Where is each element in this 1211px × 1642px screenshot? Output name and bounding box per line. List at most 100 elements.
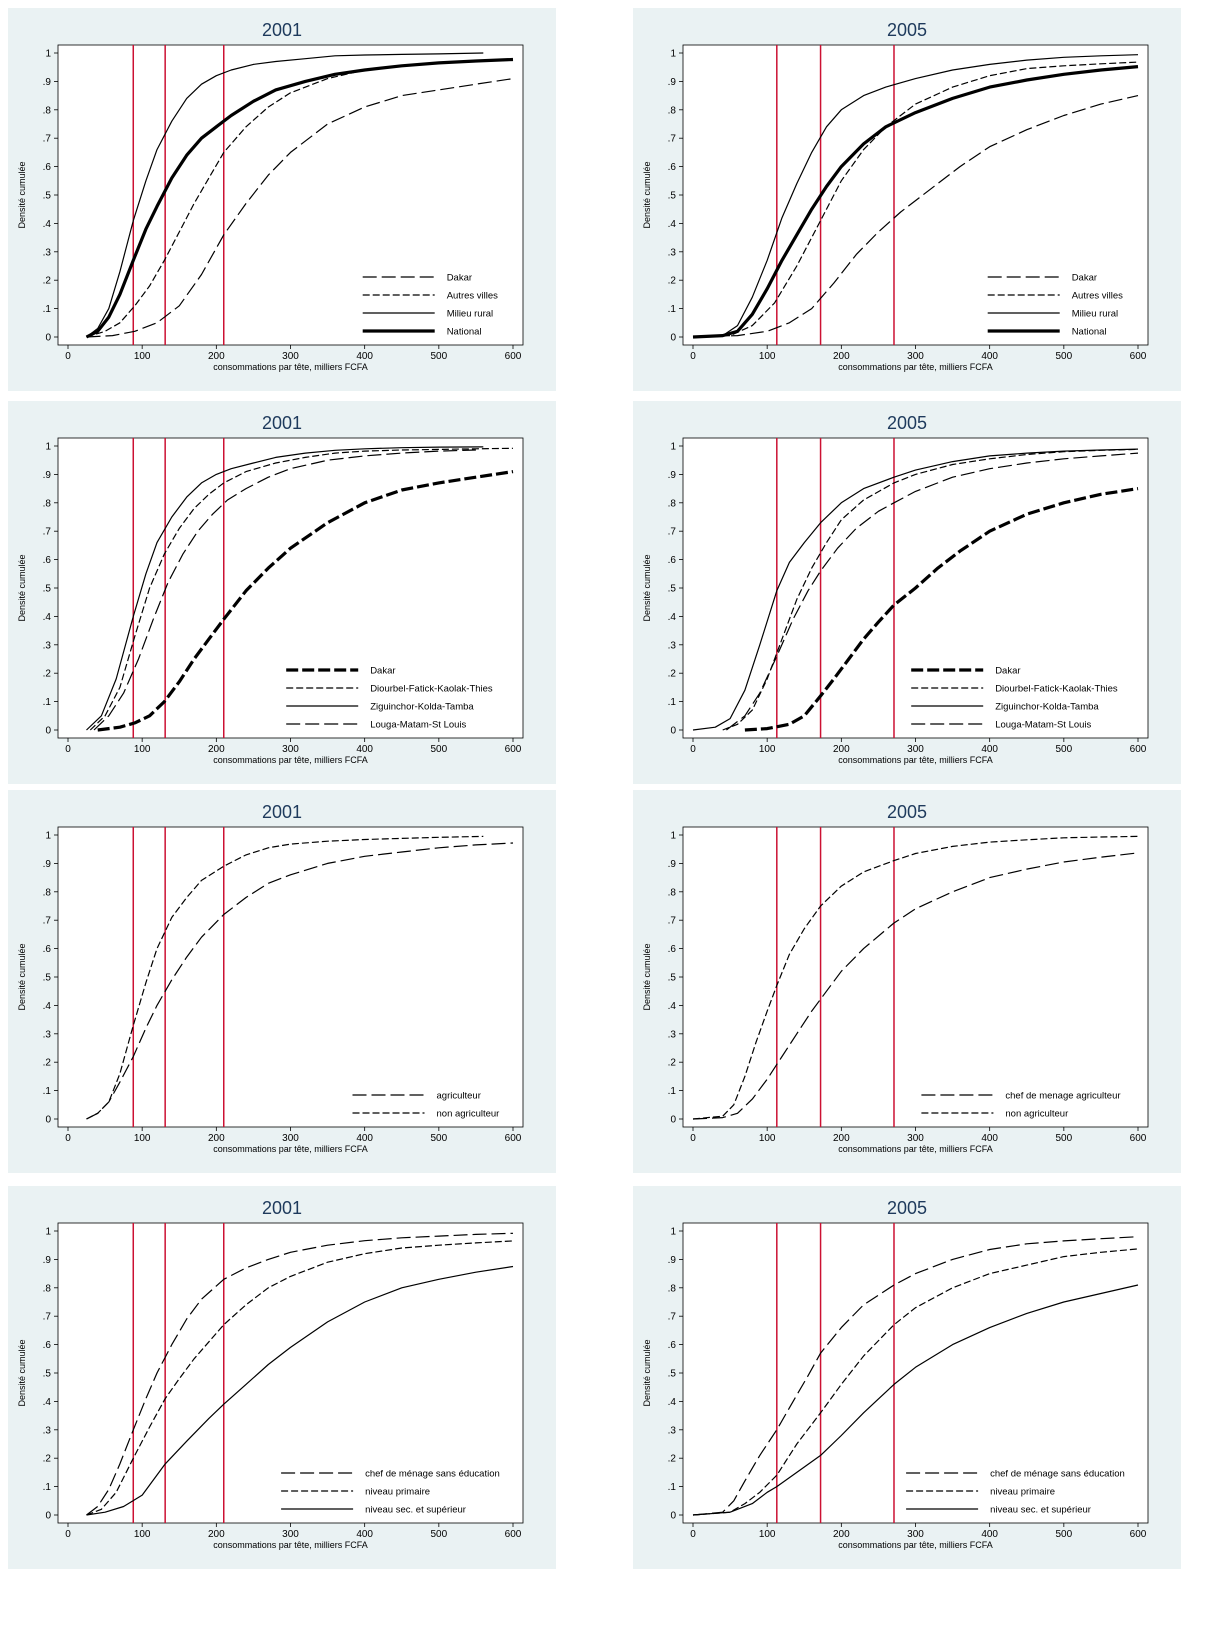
y-tick-label: .6 xyxy=(668,162,677,173)
legend-label: Dakar xyxy=(447,273,472,284)
y-tick-label: .8 xyxy=(668,887,677,898)
y-axis-label: Densité cumulée xyxy=(17,161,27,228)
y-tick-label: .5 xyxy=(43,191,52,202)
series-line xyxy=(692,95,1139,338)
legend-label: agriculteur xyxy=(437,1091,481,1102)
legend-label: Dakar xyxy=(995,666,1020,677)
plot-area xyxy=(57,44,524,346)
y-tick-label: .2 xyxy=(668,1454,677,1465)
legend-label: niveau primaire xyxy=(365,1487,430,1498)
x-tick-label: 200 xyxy=(208,351,225,362)
x-tick-label: 500 xyxy=(1055,744,1072,755)
x-tick-label: 200 xyxy=(208,1529,225,1540)
legend-label: Diourbel-Fatick-Kaolak-Thies xyxy=(370,684,493,695)
y-tick-label: .2 xyxy=(668,1058,677,1069)
y-tick-label: .2 xyxy=(43,1058,52,1069)
y-axis-label: Densité cumulée xyxy=(642,554,652,621)
y-tick-label: .5 xyxy=(668,1369,677,1380)
x-tick-label: 0 xyxy=(65,351,71,362)
y-tick-label: 0 xyxy=(670,1511,676,1522)
x-tick-label: 400 xyxy=(981,1133,998,1144)
legend-label: chef de ménage sans éducation xyxy=(990,1469,1125,1480)
y-tick-label: .1 xyxy=(668,1086,677,1097)
y-tick-label: .2 xyxy=(668,669,677,680)
y-tick-label: 0 xyxy=(45,1511,51,1522)
legend-label: Milieu rural xyxy=(447,309,493,320)
x-tick-label: 0 xyxy=(65,1133,71,1144)
x-axis-label: consommations par tête, milliers FCFA xyxy=(838,1540,993,1550)
y-tick-label: .9 xyxy=(43,859,52,870)
x-axis-label: consommations par tête, milliers FCFA xyxy=(213,1540,368,1550)
y-tick-label: .8 xyxy=(668,498,677,509)
x-tick-label: 0 xyxy=(65,744,71,755)
y-tick-label: .4 xyxy=(43,612,52,623)
legend-label: Autres villes xyxy=(1072,291,1123,302)
y-tick-label: .7 xyxy=(668,916,677,927)
legend-label: Louga-Matam-St Louis xyxy=(995,720,1091,731)
y-tick-label: .4 xyxy=(668,219,677,230)
plot-area xyxy=(57,826,524,1128)
x-tick-label: 400 xyxy=(356,351,373,362)
y-tick-label: .4 xyxy=(43,1001,52,1012)
legend-label: Louga-Matam-St Louis xyxy=(370,720,466,731)
y-tick-label: .7 xyxy=(43,916,52,927)
y-tick-label: 1 xyxy=(45,831,51,842)
legend-label: Diourbel-Fatick-Kaolak-Thies xyxy=(995,684,1118,695)
y-tick-label: 1 xyxy=(670,1227,676,1238)
legend-label: niveau sec. et supérieur xyxy=(365,1505,466,1516)
y-tick-label: .6 xyxy=(43,162,52,173)
y-tick-label: .5 xyxy=(43,973,52,984)
chart-panel-8: 2005 0 .1 .2 .3 .4 .5 .6 .7 .8 .9 1 0 100 200 300 400 500… xyxy=(633,1186,1181,1569)
chart-title: 2005 xyxy=(887,802,927,822)
chart-panel-3: 2001 0 .1 .2 .3 .4 .5 .6 .7 .8 .9 1 0 100 200 300 400 500… xyxy=(8,401,556,784)
x-tick-label: 400 xyxy=(981,351,998,362)
series-line xyxy=(722,448,1139,731)
series-line xyxy=(86,835,484,1120)
x-axis-label: consommations par tête, milliers FCFA xyxy=(838,362,993,372)
y-axis-label: Densité cumulée xyxy=(642,943,652,1010)
x-tick-label: 200 xyxy=(833,744,850,755)
series-line xyxy=(89,447,514,731)
x-tick-label: 500 xyxy=(1055,1529,1072,1540)
series-line xyxy=(97,470,514,732)
x-tick-label: 100 xyxy=(759,1529,776,1540)
y-tick-label: .7 xyxy=(43,527,52,538)
y-tick-label: .1 xyxy=(43,697,52,708)
y-axis-label: Densité cumulée xyxy=(17,1339,27,1406)
y-tick-label: 1 xyxy=(45,49,51,60)
legend-label: National xyxy=(1072,327,1107,338)
y-tick-label: .4 xyxy=(43,1397,52,1408)
y-tick-label: .6 xyxy=(43,944,52,955)
x-tick-label: 200 xyxy=(833,1529,850,1540)
x-tick-label: 200 xyxy=(208,744,225,755)
chart-panel-1: 2001 0 .1 .2 .3 .4 .5 .6 .7 .8 .9 1 0 100 200 300 400 500… xyxy=(8,8,556,391)
legend-label: niveau primaire xyxy=(990,1487,1055,1498)
y-tick-label: .1 xyxy=(668,304,677,315)
series-line xyxy=(692,448,1139,731)
x-tick-label: 400 xyxy=(356,744,373,755)
chart-title: 2005 xyxy=(887,1198,927,1218)
y-tick-label: .9 xyxy=(668,77,677,88)
y-tick-label: .3 xyxy=(43,1425,52,1436)
x-tick-label: 100 xyxy=(759,351,776,362)
x-tick-label: 600 xyxy=(505,744,522,755)
x-tick-label: 600 xyxy=(1130,351,1147,362)
y-axis-label: Densité cumulée xyxy=(642,1339,652,1406)
x-tick-label: 600 xyxy=(505,351,522,362)
x-tick-label: 600 xyxy=(505,1133,522,1144)
legend-label: Ziguinchor-Kolda-Tamba xyxy=(370,702,474,713)
y-tick-label: 0 xyxy=(45,726,51,737)
legend-label: niveau sec. et supérieur xyxy=(990,1505,1091,1516)
x-tick-label: 300 xyxy=(282,351,299,362)
x-tick-label: 500 xyxy=(430,1529,447,1540)
y-tick-label: .8 xyxy=(43,887,52,898)
legend-label: Dakar xyxy=(1072,273,1097,284)
y-tick-label: .5 xyxy=(668,584,677,595)
x-tick-label: 600 xyxy=(505,1529,522,1540)
x-tick-label: 200 xyxy=(833,1133,850,1144)
series-line xyxy=(85,57,514,339)
series-line xyxy=(692,65,1139,339)
x-tick-label: 100 xyxy=(759,744,776,755)
legend-label: chef de ménage sans éducation xyxy=(365,1469,500,1480)
y-tick-label: .7 xyxy=(43,134,52,145)
